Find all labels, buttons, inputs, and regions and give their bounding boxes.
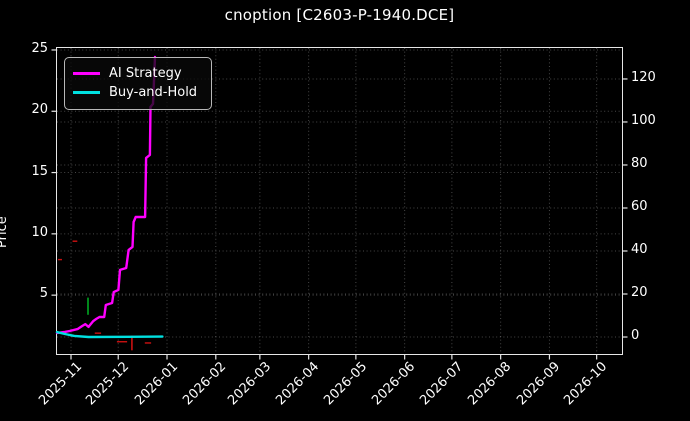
buy-and-hold-line-swatch [73, 91, 100, 94]
y-right-tick-label: 0 [631, 328, 640, 343]
y-right-tick-label: 40 [631, 241, 648, 257]
x-tick-label: 2026-03 [224, 359, 274, 409]
x-tick-label: 2025-11 [35, 359, 85, 409]
ai-strategy-line-swatch [73, 72, 100, 75]
y-right-tick-label: 100 [631, 112, 656, 128]
x-tick-label: 2025-12 [83, 359, 133, 409]
x-tick-label: 2026-07 [416, 359, 466, 409]
y-left-tick-label: 5 [39, 286, 48, 302]
x-tick-label: 2026-10 [561, 359, 611, 409]
x-tick-label: 2026-06 [369, 359, 419, 409]
chart-canvas [51, 48, 628, 360]
x-tick-label: 2026-05 [320, 359, 370, 409]
legend-item-ai-strategy: AI Strategy [73, 64, 203, 83]
legend-label-ai-strategy: AI Strategy [109, 66, 182, 81]
x-tick-label: 2026-01 [131, 359, 181, 409]
y-right-tick-label: 120 [631, 69, 656, 85]
y-left-tick-label: 10 [31, 224, 48, 240]
y-left-tick-label: 25 [31, 40, 48, 56]
y-left-tick-label: 20 [31, 102, 48, 118]
x-tick-label: 2026-04 [273, 359, 323, 409]
x-tick-label: 2026-09 [514, 359, 564, 409]
legend-item-buy-and-hold: Buy-and-Hold [73, 83, 203, 102]
left-axis-label: Price [0, 216, 10, 248]
y-right-tick-label: 80 [631, 155, 648, 171]
x-tick-label: 2026-02 [180, 359, 230, 409]
legend: AI Strategy Buy-and-Hold [64, 57, 212, 110]
legend-label-buy-and-hold: Buy-and-Hold [109, 85, 198, 100]
y-right-tick-label: 60 [631, 198, 648, 214]
y-right-tick-label: 20 [631, 285, 648, 300]
plot-area: Price Return AI Strategy Buy-and-Hold [0, 47, 628, 360]
chart-title: cnoption [C2603-P-1940.DCE] [224, 6, 455, 24]
x-tick-label: 2026-08 [465, 359, 515, 409]
y-left-tick-label: 15 [31, 163, 48, 179]
